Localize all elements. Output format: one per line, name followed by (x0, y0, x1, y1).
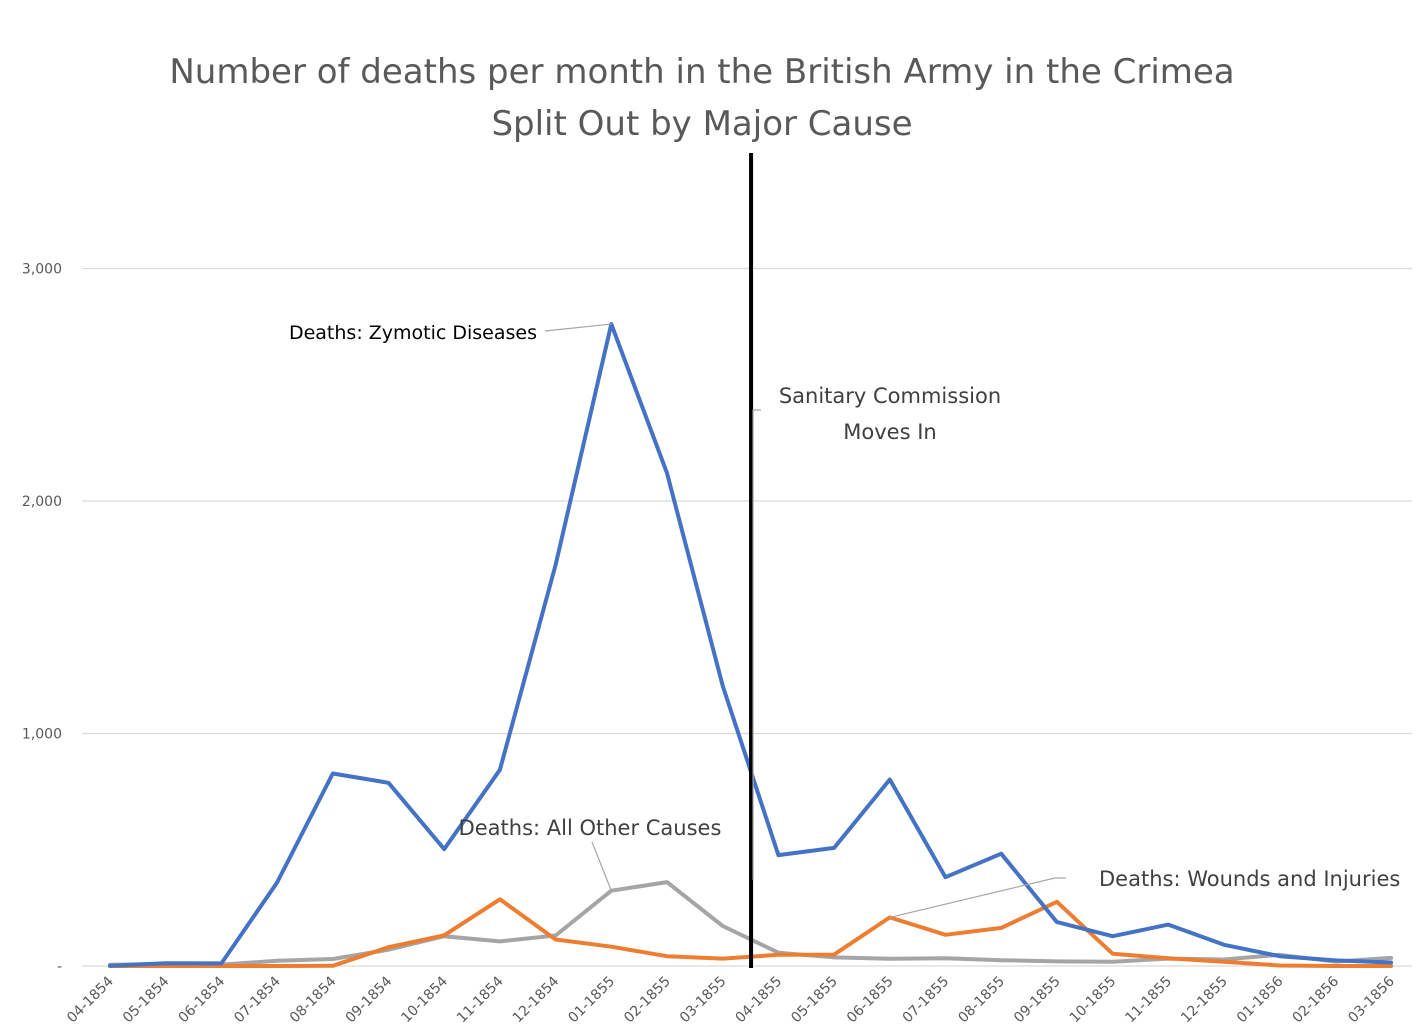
x-tick-label: 10-1855 (1067, 974, 1120, 1027)
other-causes-annotation: Deaths: All Other Causes (459, 816, 722, 840)
sanitary-annotation-line2: Moves In (843, 420, 936, 444)
x-tick-label: 02-1855 (621, 974, 674, 1027)
x-tick-label: 12-1855 (1178, 974, 1231, 1027)
x-tick-label: 04-1854 (64, 973, 117, 1026)
sanitary-commission-leader-line (752, 409, 762, 880)
y-tick-label: 1,000 (22, 727, 62, 743)
x-tick-label: 11-1854 (454, 973, 507, 1026)
x-tick-label: 03-1856 (1345, 973, 1398, 1026)
x-tick-label: 07-1855 (900, 974, 953, 1027)
x-tick-label: 02-1856 (1290, 973, 1343, 1026)
sanitary-annotation-line1: Sanitary Commission (779, 384, 1001, 408)
wounds-annotation: Deaths: Wounds and Injuries (1099, 867, 1400, 891)
x-tick-label: 06-1854 (176, 973, 229, 1026)
x-tick-label: 09-1854 (343, 973, 396, 1026)
zymotic-leader-line (544, 323, 612, 332)
x-tick-label: 08-1855 (955, 974, 1008, 1027)
zymotic-annotation: Deaths: Zymotic Diseases (289, 322, 537, 344)
x-axis-ticks: 04-1854 05-1854 06-1854 07-1854 08-1854 09-18… (64, 973, 1398, 1026)
x-tick-label: 01-1855 (565, 974, 618, 1027)
x-tick-label: 09-1855 (1011, 974, 1064, 1027)
x-tick-label: 10-1854 (398, 973, 451, 1026)
y-axis-ticks: - 1,000 2,000 3,000 (22, 262, 62, 976)
y-tick-label: 3,000 (22, 262, 62, 278)
gridlines (82, 267, 1412, 967)
x-tick-label: 06-1855 (844, 974, 897, 1027)
x-tick-label: 11-1855 (1122, 974, 1175, 1027)
x-tick-label: 12-1854 (510, 973, 563, 1026)
x-tick-label: 05-1854 (120, 973, 173, 1026)
chart-subtitle: Split Out by Major Cause (491, 104, 912, 144)
y-tick-label: 2,000 (22, 494, 62, 510)
x-tick-label: 04-1855 (733, 974, 786, 1027)
x-tick-label: 01-1856 (1234, 973, 1287, 1026)
x-tick-label: 07-1854 (231, 973, 284, 1026)
x-tick-label: 05-1855 (788, 974, 841, 1027)
y-tick-label: - (57, 959, 62, 975)
chart-title: Number of deaths per month in the Britis… (169, 52, 1234, 92)
x-tick-label: 03-1855 (677, 974, 730, 1027)
wounds-leader-line (889, 877, 1066, 918)
x-tick-label: 08-1854 (287, 973, 340, 1026)
other-causes-leader-line (591, 841, 612, 891)
